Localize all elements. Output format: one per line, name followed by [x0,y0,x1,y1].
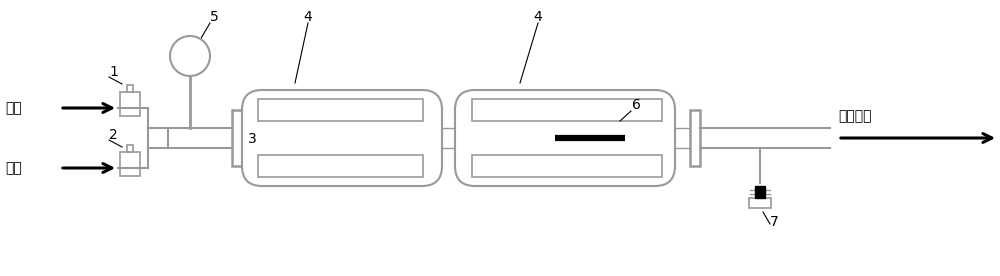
Text: 4: 4 [534,10,542,24]
Text: 2: 2 [109,128,118,142]
Bar [755,186,765,198]
Text: 6: 6 [632,98,641,112]
Bar [127,85,133,92]
Bar [232,110,242,166]
Text: 氢气: 氢气 [5,101,22,115]
Text: 甲烷: 甲烷 [5,161,22,175]
Text: 7: 7 [770,215,779,229]
Bar [258,99,423,121]
FancyBboxPatch shape [242,90,442,186]
Bar [120,92,140,116]
FancyBboxPatch shape [455,90,675,186]
Bar [258,155,423,177]
Text: 3: 3 [248,132,257,146]
Bar [120,152,140,176]
Text: 1: 1 [109,65,118,79]
Bar [749,198,771,208]
Circle shape [170,36,210,76]
Text: 接真空泵: 接真空泵 [838,109,872,123]
Text: 4: 4 [304,10,312,24]
Bar [690,110,700,166]
Bar [127,145,133,152]
Bar [472,155,662,177]
Bar [472,99,662,121]
Text: 5: 5 [210,10,219,24]
